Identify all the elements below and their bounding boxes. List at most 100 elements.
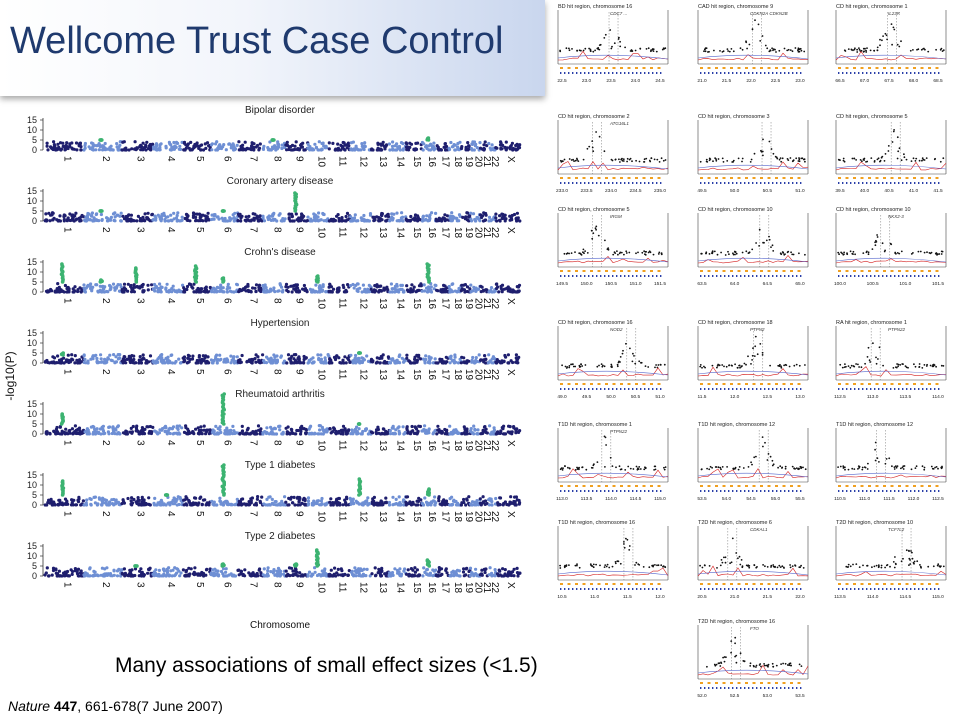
data-point <box>168 426 172 430</box>
snp-mark <box>772 72 774 74</box>
data-point <box>209 571 213 575</box>
data-point <box>196 219 201 223</box>
data-point <box>45 144 49 148</box>
data-point <box>163 429 167 433</box>
data-point <box>462 360 466 364</box>
data-point <box>224 148 228 152</box>
panel-title: Bipolar disorder <box>245 105 316 116</box>
data-point <box>517 283 522 287</box>
data-point <box>506 289 510 293</box>
data-point <box>254 432 258 436</box>
data-point <box>139 361 143 365</box>
data-point <box>154 148 159 152</box>
data-point <box>420 501 424 506</box>
data-point <box>172 211 176 215</box>
y-tick-label: 0 <box>32 145 37 155</box>
data-point <box>498 569 502 573</box>
data-point <box>207 503 211 507</box>
data-point <box>206 211 210 215</box>
data-point <box>182 498 186 502</box>
data-point <box>79 503 83 507</box>
data-point <box>191 215 195 219</box>
data-point <box>518 571 522 575</box>
data-point <box>472 424 476 428</box>
data-point <box>513 500 517 504</box>
data-point <box>48 219 52 223</box>
data-point <box>140 219 144 223</box>
chromosome-label: 7 <box>247 369 258 375</box>
data-point <box>231 356 236 360</box>
data-point <box>313 570 317 574</box>
region-point <box>703 50 705 53</box>
data-point <box>150 283 154 287</box>
data-point <box>343 219 347 223</box>
data-point <box>481 428 485 432</box>
data-point <box>414 147 418 151</box>
data-point <box>113 427 117 431</box>
panel-title: Type 1 diabetes <box>245 460 316 471</box>
data-point <box>97 219 101 223</box>
chromosome-label: 7 <box>247 440 258 446</box>
data-point <box>129 502 133 506</box>
chromosome-label: 19 <box>463 298 474 310</box>
data-point <box>175 213 179 218</box>
data-point <box>365 290 369 294</box>
data-point <box>53 361 58 365</box>
data-point <box>292 495 296 499</box>
data-point <box>341 358 345 362</box>
data-point <box>107 503 111 507</box>
data-point <box>78 432 82 436</box>
data-point <box>58 214 62 218</box>
data-point <box>214 356 218 360</box>
data-point <box>248 573 252 577</box>
data-point <box>385 432 389 436</box>
data-point <box>49 500 53 504</box>
chromosome-label: 1 <box>61 369 72 375</box>
data-point <box>390 571 395 575</box>
data-point <box>46 148 50 152</box>
data-point <box>490 503 494 507</box>
data-point <box>323 567 327 571</box>
region-point <box>803 50 806 53</box>
region-point <box>797 49 799 52</box>
data-point <box>354 147 358 151</box>
data-point <box>495 219 499 223</box>
gene-mark <box>775 67 778 69</box>
data-point <box>387 503 392 507</box>
data-point <box>350 428 354 432</box>
data-point <box>458 140 462 144</box>
data-point <box>116 500 121 504</box>
data-point <box>191 147 195 151</box>
data-point <box>514 495 519 499</box>
data-point <box>178 574 182 578</box>
data-point <box>231 574 235 578</box>
data-point <box>276 566 281 570</box>
y-tick-label: 10 <box>27 267 37 277</box>
chromosome-label: 10 <box>315 582 326 594</box>
data-point <box>404 572 409 576</box>
data-point <box>333 219 337 223</box>
gene-mark <box>605 67 608 69</box>
data-point <box>307 358 311 362</box>
data-point <box>262 567 266 571</box>
data-point <box>437 496 441 500</box>
data-point <box>460 283 464 287</box>
region-point <box>629 50 632 52</box>
data-point <box>380 212 384 216</box>
data-point <box>374 428 379 432</box>
data-point <box>285 361 289 365</box>
data-point <box>406 431 410 435</box>
chromosome-label: 16 <box>426 227 437 239</box>
data-point <box>141 353 145 357</box>
data-point <box>153 496 157 500</box>
chromosome-label: 2 <box>100 227 111 233</box>
region-point <box>746 47 748 50</box>
data-point <box>313 501 317 505</box>
data-point <box>280 219 284 223</box>
chromosome-label: 22 <box>489 156 500 168</box>
data-point <box>241 143 245 147</box>
data-point <box>161 574 165 578</box>
region-point <box>799 47 802 50</box>
y-tick-label: 5 <box>32 561 37 571</box>
data-point <box>262 502 266 506</box>
